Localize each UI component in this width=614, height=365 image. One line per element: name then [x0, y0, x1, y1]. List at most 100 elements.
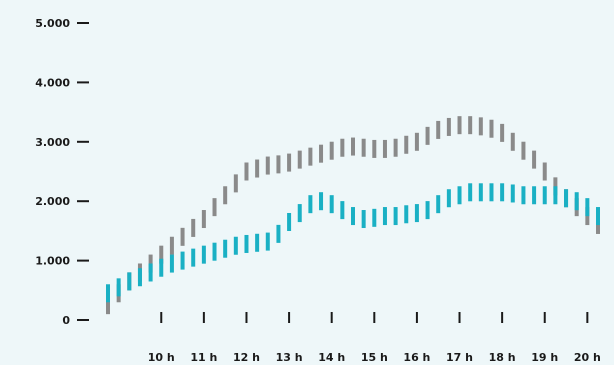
y-axis: 0 1.000 2.000 3.000 4.000 5.000 — [35, 17, 89, 327]
data-point — [510, 184, 515, 203]
data-point — [201, 210, 206, 229]
data-point — [148, 263, 153, 282]
data-point — [169, 254, 174, 273]
data-point — [393, 138, 398, 157]
data-point — [404, 135, 409, 154]
data-point — [340, 201, 345, 220]
data-point — [489, 183, 494, 202]
data-point — [393, 207, 398, 226]
data-point — [244, 162, 249, 181]
data-point — [478, 117, 483, 136]
x-axis: 10 h 11 h 12 h 13 h 14 h 15 h 16 h 17 h 18 h 19 h… — [148, 312, 601, 364]
data-point — [521, 186, 526, 205]
data-point — [372, 139, 377, 158]
data-point — [351, 207, 355, 226]
y-tick-label: 3.000 — [35, 136, 70, 149]
data-point — [382, 207, 387, 226]
data-point — [106, 284, 110, 303]
data-point — [127, 272, 132, 291]
data-point — [265, 232, 270, 251]
data-point — [436, 195, 441, 214]
data-point — [255, 233, 260, 252]
y-tick-label: 2.000 — [35, 195, 70, 208]
data-point — [500, 183, 505, 202]
data-point — [223, 186, 228, 205]
x-tick-label: 14 h — [318, 351, 345, 364]
data-point — [212, 242, 217, 261]
series-2 — [106, 183, 600, 303]
data-point — [180, 251, 185, 270]
data-point — [308, 147, 313, 166]
y-tick-label: 1.000 — [35, 255, 70, 268]
y-tick-label: 5.000 — [35, 17, 70, 30]
data-point — [212, 198, 217, 217]
data-point — [159, 245, 164, 264]
y-tick-label: 4.000 — [35, 76, 70, 89]
data-point — [201, 245, 206, 264]
data-point — [372, 208, 377, 227]
data-point — [500, 123, 505, 142]
data-point — [287, 153, 292, 172]
data-point — [596, 207, 600, 226]
x-tick-label: 11 h — [190, 351, 217, 364]
x-tick-label: 16 h — [403, 351, 430, 364]
data-point — [276, 224, 281, 243]
data-point — [532, 150, 537, 169]
x-tick-label: 12 h — [233, 351, 260, 364]
data-point — [169, 236, 174, 255]
data-point — [233, 174, 238, 193]
series-layer — [106, 116, 600, 315]
x-tick-label: 18 h — [489, 351, 516, 364]
x-tick-label: 13 h — [276, 351, 303, 364]
data-point — [297, 150, 302, 169]
data-point — [319, 144, 324, 163]
data-point — [574, 192, 579, 211]
data-point — [446, 189, 451, 208]
x-tick-label: 19 h — [531, 351, 558, 364]
data-point — [255, 159, 260, 178]
data-point — [159, 258, 164, 277]
data-point — [116, 278, 121, 297]
data-point — [382, 139, 387, 158]
data-point — [564, 189, 569, 208]
data-point — [351, 137, 355, 156]
data-point — [191, 248, 196, 267]
data-point — [414, 204, 419, 223]
data-point — [223, 239, 228, 258]
data-point — [425, 201, 430, 220]
data-point — [361, 138, 366, 157]
data-point — [436, 120, 441, 139]
data-point — [404, 205, 409, 224]
x-tick-label: 17 h — [446, 351, 473, 364]
x-tick-label: 20 h — [574, 351, 601, 364]
data-point — [468, 116, 473, 135]
data-point — [542, 162, 547, 181]
data-point — [106, 296, 110, 315]
data-point — [308, 195, 313, 214]
data-point — [478, 183, 483, 202]
data-point — [276, 155, 281, 174]
data-point — [532, 186, 537, 205]
data-point — [414, 132, 419, 151]
data-point — [319, 192, 324, 211]
data-point — [425, 126, 430, 145]
data-point — [446, 117, 451, 136]
x-tick-label: 15 h — [361, 351, 388, 364]
data-point — [265, 156, 270, 175]
y-tick-label: 0 — [62, 314, 70, 327]
data-point — [521, 141, 526, 160]
x-tick-label: 10 h — [148, 351, 175, 364]
data-point — [329, 141, 334, 160]
data-point — [137, 268, 142, 287]
data-point — [585, 198, 590, 217]
data-point — [457, 116, 462, 135]
data-point — [180, 227, 185, 246]
data-point — [340, 138, 345, 157]
data-point — [553, 186, 558, 205]
data-point — [297, 204, 302, 223]
data-point — [361, 210, 366, 229]
data-point — [191, 218, 196, 237]
data-point — [287, 212, 292, 231]
